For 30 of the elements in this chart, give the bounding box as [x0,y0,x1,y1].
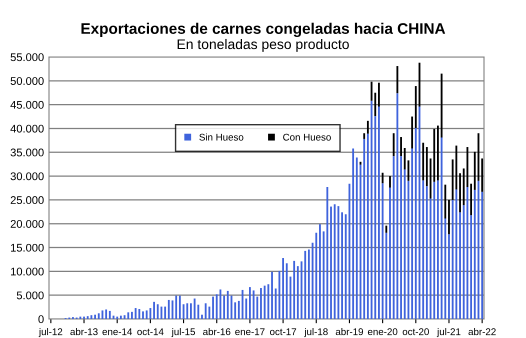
chart-subtitle: En toneladas peso producto [178,38,349,52]
y-tick-label: 45.000 [10,100,44,109]
x-tick-label: jul-15 [171,328,196,338]
y-tick-label: 20.000 [10,220,44,228]
y-tick-label: 0 [38,315,44,324]
y-tick-label: 40.000 [10,124,44,133]
x-tick-label: abr-19 [336,328,364,336]
x-tick-label: oct-14 [137,328,164,336]
y-tick-label: 25.000 [10,196,44,204]
y-tick-label: 55.000 [10,53,44,62]
x-tick-label: abr-16 [203,328,230,336]
chart-title: Exportaciones de carnes congeladas hacia CHINA [81,22,446,38]
x-tick-label: jul-18 [304,328,328,338]
y-tick-label: 15.000 [11,244,44,252]
x-tick-label: jul-21 [436,328,460,338]
x-tick-label: ene-14 [102,328,132,336]
x-tick-label: ene-17 [235,328,265,336]
legend-label: Sin Hueso [199,133,244,141]
y-tick-label: 30.000 [10,172,44,180]
y-tick-label: 50.000 [10,77,44,85]
legend-label: Con Hueso [283,134,331,141]
y-tick-label: 10.000 [11,268,44,276]
x-tick-label: abr-13 [70,328,98,336]
x-tick-label: jul-12 [38,328,62,338]
x-tick-label: oct-17 [270,328,296,336]
y-tick-label: 5.000 [16,291,44,300]
x-tick-label: abr-22 [468,328,496,336]
x-tick-label: oct-20 [402,328,429,336]
y-tick-label: 35.000 [10,148,44,156]
x-tick-label: ene-20 [368,328,398,336]
